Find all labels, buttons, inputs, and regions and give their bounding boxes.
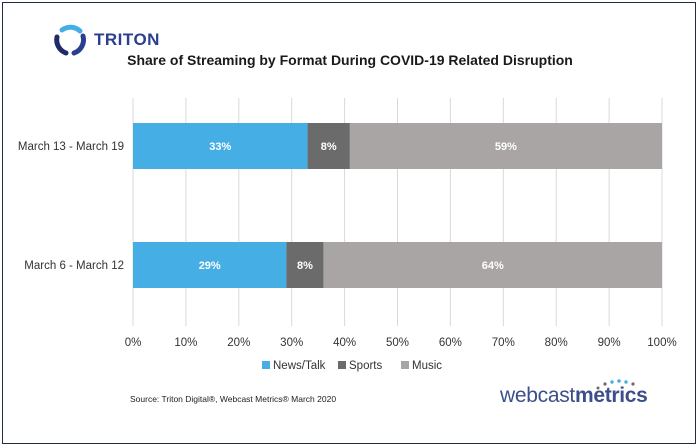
bar-segment — [349, 123, 662, 169]
x-tick-label: 70% — [492, 337, 515, 349]
legend-swatch — [262, 361, 270, 369]
data-label: 29% — [199, 260, 221, 272]
source-note: Source: Triton Digital®, Webcast Metrics… — [130, 394, 337, 404]
x-tick-label: 100% — [647, 337, 676, 349]
triton-logo-icon — [54, 24, 86, 56]
bar-segment — [286, 242, 324, 288]
category-label: March 6 - March 12 — [24, 260, 124, 272]
legend-label: Music — [412, 360, 442, 372]
bar-segment — [323, 242, 662, 288]
bar-segment — [133, 123, 308, 169]
triton-logo: TRITON — [52, 22, 160, 58]
data-label: 64% — [482, 260, 504, 272]
x-tick-label: 30% — [280, 337, 303, 349]
webcast-metrics-logo: webcastmetrics — [500, 384, 648, 408]
x-tick-label: 0% — [125, 337, 142, 349]
x-tick-label: 60% — [439, 337, 462, 349]
logo-text: TRITON — [94, 30, 160, 49]
webcast-metrics-prefix: webcast — [500, 384, 575, 407]
x-tick-label: 20% — [227, 337, 250, 349]
x-tick-label: 10% — [174, 337, 197, 349]
webcast-metrics-suffix: metrics — [574, 384, 648, 407]
legend-label: Sports — [349, 360, 382, 372]
x-tick-label: 40% — [333, 337, 356, 349]
category-label: March 13 - March 19 — [18, 141, 124, 153]
legend-label: News/Talk — [273, 360, 326, 372]
data-label: 8% — [297, 260, 313, 272]
data-label: 8% — [321, 141, 337, 153]
x-tick-label: 90% — [598, 337, 621, 349]
legend-swatch — [401, 361, 409, 369]
data-label: 33% — [209, 141, 231, 153]
x-tick-label: 50% — [386, 337, 409, 349]
chart-frame — [2, 2, 696, 444]
bar-segment — [307, 123, 350, 169]
x-tick-label: 80% — [545, 337, 568, 349]
webcast-metrics-dots-icon — [596, 379, 635, 390]
bar-segment — [133, 242, 287, 288]
chart-title: Share of Streaming by Format During COVI… — [127, 52, 573, 68]
legend-swatch — [338, 361, 346, 369]
data-label: 59% — [495, 141, 517, 153]
